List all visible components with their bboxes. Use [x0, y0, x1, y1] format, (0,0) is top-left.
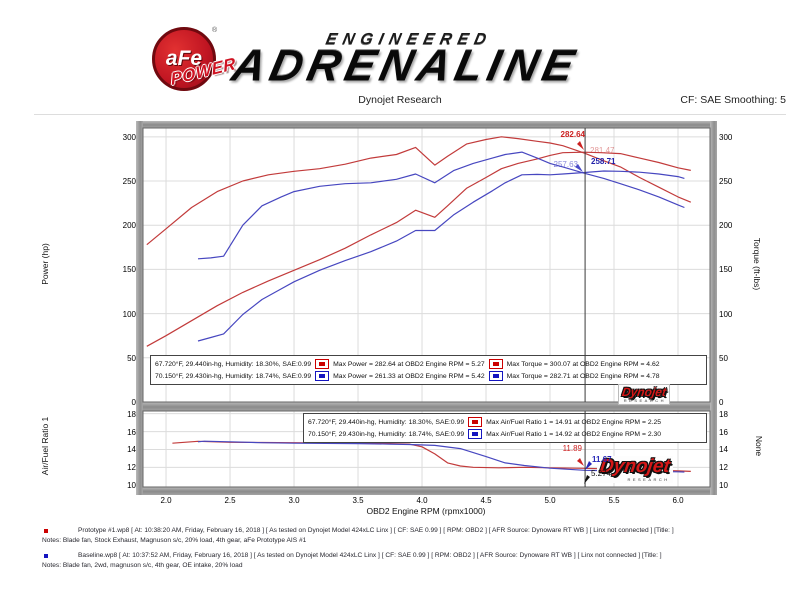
- tick-label: 14: [112, 445, 136, 454]
- run2-info-line: Baseline.wp8 [ At: 10:37:52 AM, Friday, …: [78, 552, 778, 559]
- cursor-value-blue-torque: 258.71: [591, 157, 615, 166]
- cursor-rpm-value: 5.274: [591, 469, 611, 478]
- tick-label: 12: [112, 463, 136, 472]
- dyno-report-page: aFe ® POWER ENGINEERED ADRENALINE Dynoje…: [0, 0, 800, 600]
- tick-label: 50: [719, 354, 743, 363]
- tick-label: 200: [112, 221, 136, 230]
- dynojet-logo: Dynojet RESEARCH: [618, 384, 670, 405]
- afr-legend-row-run1: 67.720°F, 29.440in-hg, Humidity: 18.30%,…: [308, 417, 702, 427]
- afr-chart-legend: 67.720°F, 29.440in-hg, Humidity: 18.30%,…: [303, 413, 707, 443]
- tick-label: 100: [112, 310, 136, 319]
- run1-max-torque: Max Torque = 300.07 at OBD2 Engine RPM =…: [507, 361, 660, 368]
- tick-label: 100: [719, 310, 743, 319]
- tick-label: 4.0: [407, 496, 437, 505]
- cursor-value-blue-power: 257.63: [534, 160, 578, 169]
- cursor-value-red-power: 282.64: [545, 130, 585, 139]
- tick-label: 16: [112, 428, 136, 437]
- tick-label: 3.5: [343, 496, 373, 505]
- tick-label: 10: [112, 481, 136, 490]
- run1-bullet-icon: [44, 529, 48, 533]
- tick-label: 14: [719, 445, 743, 454]
- run2-notes-line: Notes: Blade fan, 2wd, magnuson s/c, 4th…: [42, 562, 762, 569]
- run2-swatch-icon: [315, 371, 329, 381]
- run1-environment: 67.720°F, 29.440in-hg, Humidity: 18.30%,…: [155, 361, 311, 368]
- tick-label: 200: [719, 221, 743, 230]
- afr-axis-label: Air/Fuel Ratio 1: [40, 386, 50, 506]
- run1-swatch-icon: [468, 417, 482, 427]
- tick-label: 250: [112, 177, 136, 186]
- run1-info-line: Prototype #1.wp8 [ At: 10:38:20 AM, Frid…: [78, 527, 778, 534]
- run2-environment: 70.150°F, 29.430in-hg, Humidity: 18.74%,…: [155, 373, 311, 380]
- run2-swatch-icon: [489, 371, 503, 381]
- dynojet-wordmark: Dynojet: [621, 385, 667, 399]
- cursor-value-blue-afr: 11.67: [592, 455, 612, 464]
- tick-label: 4.5: [471, 496, 501, 505]
- cursor-value-red-afr: 11.89: [550, 444, 582, 453]
- run2-environment: 70.150°F, 29.430in-hg, Humidity: 18.74%,…: [308, 431, 464, 438]
- tick-label: 300: [719, 133, 743, 142]
- tick-label: 10: [719, 481, 743, 490]
- tick-label: 2.0: [151, 496, 181, 505]
- afr-legend-row-run2: 70.150°F, 29.430in-hg, Humidity: 18.74%,…: [308, 429, 702, 439]
- tick-label: 12: [719, 463, 743, 472]
- run2-swatch-icon: [468, 429, 482, 439]
- tick-label: 16: [719, 428, 743, 437]
- power-axis-label: Power (hp): [40, 204, 50, 324]
- tick-label: 5.0: [535, 496, 565, 505]
- tick-label: 300: [112, 133, 136, 142]
- legend-row-run2: 70.150°F, 29.430in-hg, Humidity: 18.74%,…: [155, 371, 702, 381]
- tick-label: 6.0: [663, 496, 693, 505]
- main-chart-legend: 67.720°F, 29.440in-hg, Humidity: 18.30%,…: [150, 355, 707, 385]
- tick-label: 18: [112, 410, 136, 419]
- run1-environment: 67.720°F, 29.440in-hg, Humidity: 18.30%,…: [308, 419, 464, 426]
- tick-label: 18: [719, 410, 743, 419]
- tick-label: 3.0: [279, 496, 309, 505]
- cursor-value-red-torque: 281.47: [590, 146, 614, 155]
- run2-max-power: Max Power = 261.33 at OBD2 Engine RPM = …: [333, 373, 485, 380]
- run2-max-afr: Max Air/Fuel Ratio 1 = 14.92 at OBD2 Eng…: [486, 431, 661, 438]
- legend-row-run1: 67.720°F, 29.440in-hg, Humidity: 18.30%,…: [155, 359, 702, 369]
- run2-bullet-icon: [44, 554, 48, 558]
- tick-label: 150: [112, 265, 136, 274]
- torque-axis-label: Torque (ft-lbs): [752, 204, 762, 324]
- run1-max-afr: Max Air/Fuel Ratio 1 = 14.91 at OBD2 Eng…: [486, 419, 661, 426]
- rpm-axis-label: OBD2 Engine RPM (rpmx1000): [286, 506, 566, 516]
- run1-notes-line: Notes: Blade fan, Stock Exhaust, Magnuso…: [42, 537, 762, 544]
- run2-max-torque: Max Torque = 282.71 at OBD2 Engine RPM =…: [507, 373, 660, 380]
- tick-label: 0: [112, 398, 136, 407]
- run1-swatch-icon: [315, 359, 329, 369]
- tick-label: 5.5: [599, 496, 629, 505]
- run1-swatch-icon: [489, 359, 503, 369]
- run1-max-power: Max Power = 282.64 at OBD2 Engine RPM = …: [333, 361, 485, 368]
- registered-mark: ®: [212, 27, 217, 34]
- tick-label: 0: [719, 398, 743, 407]
- tick-label: 250: [719, 177, 743, 186]
- tick-label: 50: [112, 354, 136, 363]
- tick-label: 2.5: [215, 496, 245, 505]
- right-axis-none-label: None: [754, 386, 764, 506]
- tick-label: 150: [719, 265, 743, 274]
